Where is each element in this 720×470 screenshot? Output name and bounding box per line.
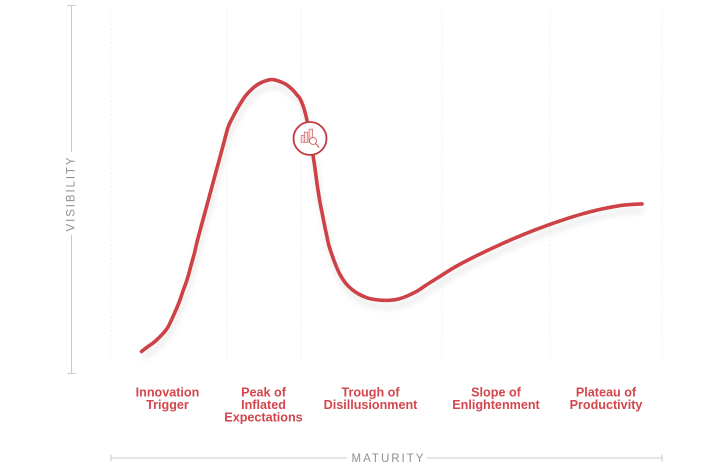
svg-text:VISIBILITY: VISIBILITY [66, 156, 78, 232]
svg-text:Trigger: Trigger [146, 398, 189, 412]
svg-text:Plateau of: Plateau of [576, 386, 637, 400]
svg-text:Expectations: Expectations [224, 411, 302, 425]
svg-text:Inflated: Inflated [241, 398, 286, 412]
svg-text:Innovation: Innovation [136, 386, 200, 400]
svg-text:Slope of: Slope of [471, 386, 521, 400]
svg-text:Peak of: Peak of [241, 386, 287, 400]
svg-text:Enlightenment: Enlightenment [452, 398, 540, 412]
svg-text:Productivity: Productivity [570, 398, 643, 412]
svg-text:Trough of: Trough of [341, 386, 400, 400]
svg-text:MATURITY: MATURITY [352, 453, 426, 465]
svg-text:Disillusionment: Disillusionment [324, 398, 419, 412]
